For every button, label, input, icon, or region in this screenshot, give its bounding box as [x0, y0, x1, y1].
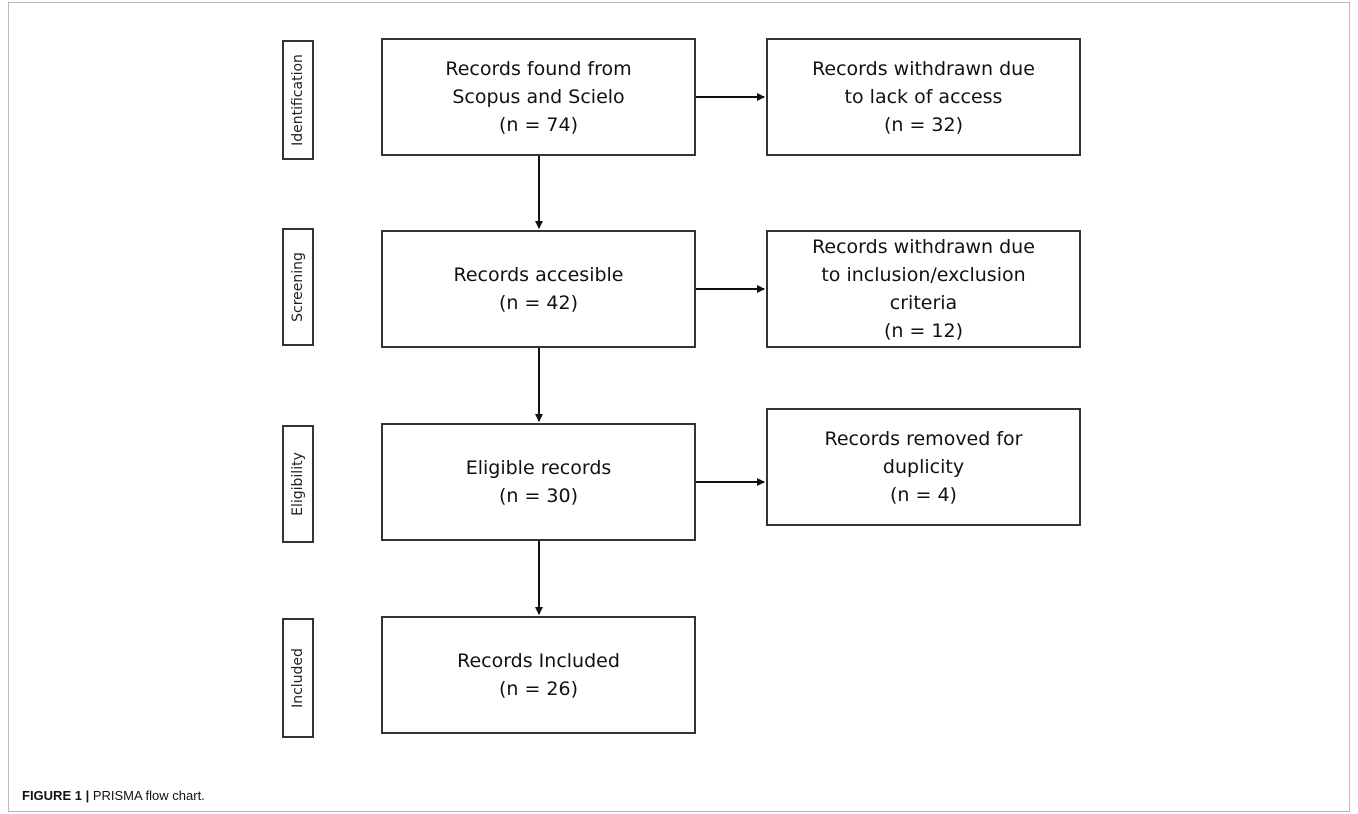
- box-records-found-line2: Scopus and Scielo: [452, 86, 625, 108]
- box-eligible-records: Eligible records (n = 30): [381, 423, 696, 541]
- box-records-included-count: (n = 26): [498, 678, 579, 700]
- box-withdrawn-criteria-line1: Records withdrawn due: [812, 236, 1035, 258]
- figure-caption-label: FIGURE 1 |: [22, 788, 90, 803]
- box-withdrawn-criteria-line2: to inclusion/exclusion: [821, 264, 1026, 286]
- box-withdrawn-criteria-line3: criteria: [889, 292, 958, 314]
- box-removed-duplicity-count: (n = 4): [890, 484, 957, 506]
- stage-screening: Screening: [282, 228, 314, 346]
- box-records-accessible-line1: Records accesible: [453, 264, 624, 286]
- figure-caption: FIGURE 1 | PRISMA flow chart.: [22, 788, 205, 803]
- box-records-accessible-count: (n = 42): [498, 292, 579, 314]
- box-withdrawn-access-line2: to lack of access: [844, 86, 1003, 108]
- box-records-found-count: (n = 74): [498, 114, 579, 136]
- box-removed-duplicity-line1: Records removed for: [824, 428, 1023, 450]
- stage-eligibility: Eligibility: [282, 425, 314, 543]
- box-records-found: Records found from Scopus and Scielo (n …: [381, 38, 696, 156]
- box-eligible-records-count: (n = 30): [498, 485, 579, 507]
- box-removed-duplicity-line2: duplicity: [882, 456, 965, 478]
- box-withdrawn-criteria-count: (n = 12): [883, 320, 964, 342]
- box-records-included: Records Included (n = 26): [381, 616, 696, 734]
- box-removed-duplicity: Records removed for duplicity (n = 4): [766, 408, 1081, 526]
- box-withdrawn-access: Records withdrawn due to lack of access …: [766, 38, 1081, 156]
- box-withdrawn-access-line1: Records withdrawn due: [812, 58, 1035, 80]
- box-records-found-line1: Records found from: [445, 58, 632, 80]
- box-eligible-records-line1: Eligible records: [465, 457, 612, 479]
- stage-included: Included: [282, 618, 314, 738]
- figure-frame: [8, 2, 1350, 812]
- box-records-accessible: Records accesible (n = 42): [381, 230, 696, 348]
- box-withdrawn-criteria: Records withdrawn due to inclusion/exclu…: [766, 230, 1081, 348]
- box-withdrawn-access-count: (n = 32): [883, 114, 964, 136]
- box-records-included-line1: Records Included: [457, 650, 620, 672]
- stage-identification: Identification: [282, 40, 314, 160]
- figure-caption-text: PRISMA flow chart.: [89, 788, 205, 803]
